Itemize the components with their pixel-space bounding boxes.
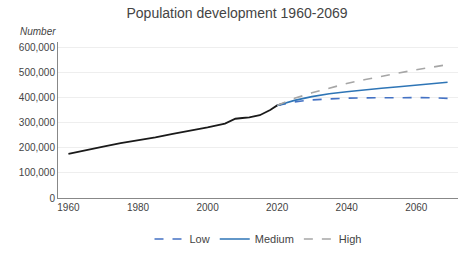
svg-text:500,000: 500,000 — [19, 67, 56, 78]
svg-text:Medium: Medium — [255, 233, 294, 245]
svg-text:2060: 2060 — [405, 202, 428, 213]
svg-text:600,000: 600,000 — [19, 42, 56, 53]
svg-text:High: High — [339, 233, 362, 245]
svg-text:100,000: 100,000 — [19, 167, 56, 178]
svg-text:Population development 1960-20: Population development 1960-2069 — [126, 5, 347, 21]
svg-text:2040: 2040 — [336, 202, 359, 213]
svg-text:1960: 1960 — [57, 202, 80, 213]
svg-text:Number: Number — [20, 26, 56, 37]
svg-text:2000: 2000 — [196, 202, 219, 213]
svg-text:200,000: 200,000 — [19, 142, 56, 153]
svg-text:300,000: 300,000 — [19, 117, 56, 128]
svg-text:1980: 1980 — [127, 202, 150, 213]
svg-text:2020: 2020 — [266, 202, 289, 213]
svg-text:400,000: 400,000 — [19, 92, 56, 103]
svg-text:Low: Low — [190, 233, 210, 245]
svg-text:0: 0 — [49, 193, 55, 204]
